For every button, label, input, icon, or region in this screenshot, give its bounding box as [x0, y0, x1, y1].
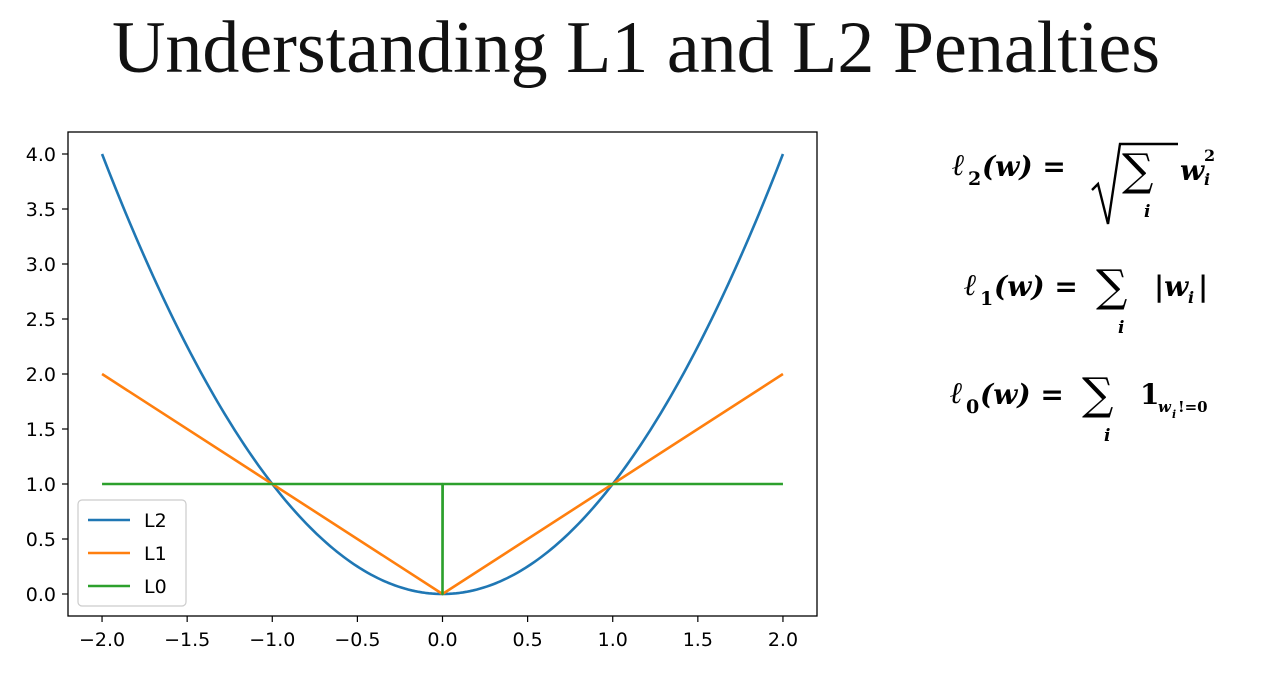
- x-tick-label: −2.0: [79, 629, 125, 651]
- ticks-layer: −2.0 −1.5 −1.0 −0.5 0.0 0.5 1.0 1.5 2.0 0.0 0.5 1.0…: [26, 144, 798, 651]
- y-tick-label: 1.0: [26, 474, 56, 496]
- formula-l2: ℓ 2 (w) = ∑ i w 2 i: [952, 140, 1252, 240]
- l0-lhs: ℓ: [950, 376, 963, 411]
- l1-term-end: |: [1198, 270, 1209, 303]
- l1-lhs-sub: 1: [980, 288, 994, 310]
- l2-lhs-sub: 2: [968, 168, 982, 190]
- formula-l0: ℓ 0 (w) = ∑ i 1 w i !=0: [950, 370, 1250, 450]
- y-tick-label: 1.5: [26, 419, 56, 441]
- page-title: Understanding L1 and L2 Penalties: [111, 7, 1161, 89]
- legend-box: [77, 499, 187, 607]
- legend-label-l1: L1: [144, 543, 167, 565]
- l0-lhs-sub: 0: [966, 396, 980, 418]
- y-tick-label: 0.5: [26, 529, 56, 551]
- l0-sum-icon: ∑: [1082, 369, 1114, 420]
- series-line-l0: [102, 482, 783, 596]
- sqrt-sign-icon: [1091, 142, 1178, 225]
- l0-term: 1: [1140, 378, 1160, 411]
- l0-term-sub-sub: i: [1172, 408, 1177, 421]
- l1-term-sub: i: [1188, 288, 1195, 307]
- l2-sum-index: i: [1144, 202, 1151, 222]
- y-tick-label: 4.0: [26, 144, 56, 166]
- penalty-chart: −2.0 −1.5 −1.0 −0.5 0.0 0.5 1.0 1.5 2.0 0.0 0.5 1.0…: [26, 131, 818, 651]
- l2-sum-icon: ∑: [1122, 145, 1154, 196]
- x-tick-label: −1.5: [164, 629, 210, 651]
- x-tick-label: 0.5: [513, 629, 543, 651]
- series-layer: [100, 153, 785, 596]
- y-tick-label: 2.5: [26, 309, 56, 331]
- y-tick-label: 0.0: [26, 584, 56, 606]
- formula-l1: ℓ 1 (w) = ∑ i |w i |: [964, 262, 1244, 342]
- l0-sum-index: i: [1104, 426, 1111, 446]
- y-tick-label: 2.0: [26, 364, 56, 386]
- l1-arg: (w) =: [994, 270, 1078, 303]
- l1-lhs: ℓ: [964, 268, 977, 303]
- l1-term: |w: [1154, 270, 1189, 303]
- l0-arg: (w) =: [980, 378, 1064, 411]
- l2-lhs: ℓ: [952, 148, 965, 183]
- l1-sum-icon: ∑: [1096, 261, 1128, 312]
- y-tick-label: 3.0: [26, 254, 56, 276]
- l1-sum-index: i: [1118, 318, 1125, 338]
- x-tick-label: 1.5: [683, 629, 713, 651]
- l2-term-sup: 2: [1204, 146, 1216, 165]
- l2-term: w: [1180, 154, 1205, 187]
- l2-term-sub: i: [1204, 170, 1211, 189]
- legend-label-l0: L0: [144, 576, 167, 598]
- x-tick-label: −0.5: [334, 629, 380, 651]
- y-tick-label: 3.5: [26, 199, 56, 221]
- legend: L2 L1 L0: [77, 499, 187, 607]
- x-tick-label: 1.0: [598, 629, 628, 651]
- l0-term-sub: w: [1158, 398, 1171, 416]
- x-tick-label: 0.0: [427, 629, 457, 651]
- legend-label-l2: L2: [144, 510, 167, 532]
- x-tick-label: 2.0: [768, 629, 798, 651]
- l2-arg: (w) =: [982, 150, 1066, 183]
- x-tick-label: −1.0: [249, 629, 295, 651]
- l0-term-sub-end: !=0: [1178, 398, 1208, 416]
